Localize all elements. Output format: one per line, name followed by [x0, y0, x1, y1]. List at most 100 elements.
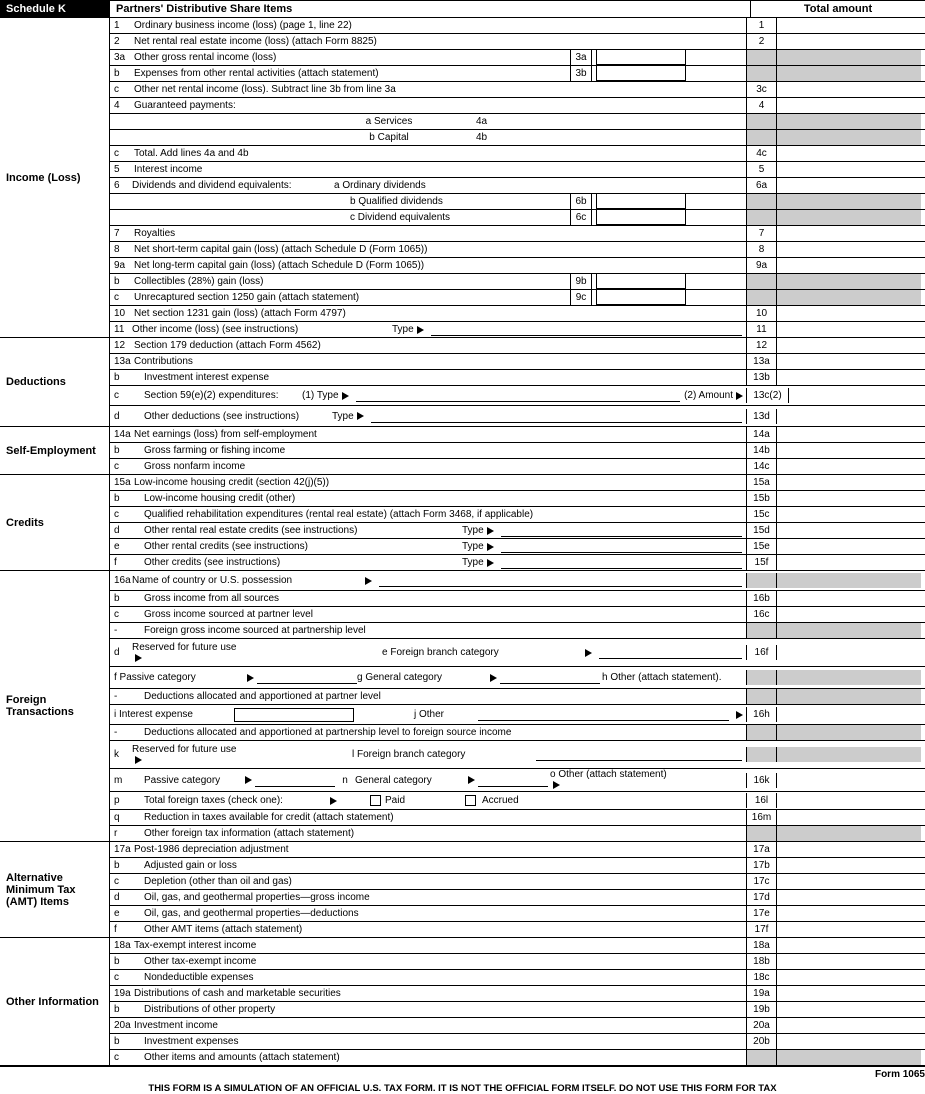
checkbox-paid[interactable] [370, 795, 381, 806]
amt-17b[interactable] [776, 858, 921, 873]
amt-4c[interactable] [776, 146, 921, 161]
mini-6b[interactable] [596, 194, 686, 209]
mini-9c[interactable] [596, 290, 686, 305]
r-4: 4 [746, 98, 776, 113]
amt-14b[interactable] [776, 443, 921, 458]
amt-17c[interactable] [776, 874, 921, 889]
n-16r: r [114, 828, 132, 839]
form-number: Form 1065 [0, 1067, 925, 1080]
d-17b: Adjusted gain or loss [132, 860, 746, 871]
m-4a: 4a [476, 116, 506, 127]
n-9c: c [114, 292, 132, 303]
amt-19b[interactable] [776, 1002, 921, 1017]
amt-20b[interactable] [776, 1034, 921, 1049]
fill-16e[interactable] [599, 646, 742, 659]
d-13d: Other deductions (see instructions) [132, 411, 332, 422]
schedule-badge: Schedule K [0, 1, 110, 17]
amt-14c[interactable] [776, 459, 921, 474]
d-16k: Reserved for future use [132, 744, 237, 755]
type-15f: Type [462, 557, 484, 568]
amt-17a[interactable] [776, 842, 921, 857]
amt-16b[interactable] [776, 591, 921, 606]
amt-15b[interactable] [776, 491, 921, 506]
type-11: Type [392, 324, 414, 335]
amt-1[interactable] [776, 18, 921, 33]
n-16d: d [114, 647, 132, 658]
amt-16f[interactable] [776, 645, 921, 660]
amt-16h[interactable] [776, 707, 921, 722]
n-16k: k [114, 749, 132, 760]
r-16m: 16m [746, 810, 776, 825]
r-18a: 18a [746, 938, 776, 953]
n-16c: c [114, 609, 132, 620]
fill-16a[interactable] [379, 574, 742, 587]
fill-15e[interactable] [501, 540, 742, 553]
d-17a: Post-1986 depreciation adjustment [132, 844, 746, 855]
amt-15f[interactable] [776, 555, 921, 570]
fill-15f[interactable] [501, 556, 742, 569]
fill-16m[interactable] [255, 774, 335, 787]
fill-13d[interactable] [371, 410, 742, 423]
amt-20a[interactable] [776, 1018, 921, 1033]
fill-11[interactable] [431, 323, 742, 336]
mini-6c[interactable] [596, 210, 686, 225]
amt-16c[interactable] [776, 607, 921, 622]
amt-17f[interactable] [776, 922, 921, 937]
amt-10[interactable] [776, 306, 921, 321]
amt-11[interactable] [776, 322, 921, 337]
l-16k: l Foreign branch category [352, 749, 532, 760]
arrow-icon [736, 392, 743, 400]
d-4b: b Capital [132, 132, 476, 143]
amt-15c[interactable] [776, 507, 921, 522]
amt-13b[interactable] [776, 370, 921, 385]
amt-17d[interactable] [776, 890, 921, 905]
amt-13c[interactable] [788, 388, 921, 403]
h-16f: h Other (attach statement). [600, 672, 746, 683]
amt-18b[interactable] [776, 954, 921, 969]
amt-19a[interactable] [776, 986, 921, 1001]
amt-16l[interactable] [776, 793, 921, 808]
amt-15a[interactable] [776, 475, 921, 490]
mini-3b[interactable] [596, 66, 686, 81]
mini-9b[interactable] [596, 274, 686, 289]
amt-2[interactable] [776, 34, 921, 49]
fill-15d[interactable] [501, 524, 742, 537]
amt-9a[interactable] [776, 258, 921, 273]
checkbox-accrued[interactable] [465, 795, 476, 806]
amt-18a[interactable] [776, 938, 921, 953]
amt-15e[interactable] [776, 539, 921, 554]
n-15d: d [114, 525, 132, 536]
label-self: Self-Employment [0, 427, 110, 474]
amt-8[interactable] [776, 242, 921, 257]
fill-16i[interactable] [234, 708, 354, 722]
amt-17e[interactable] [776, 906, 921, 921]
amt-4[interactable] [776, 98, 921, 113]
n-17d: d [114, 892, 132, 903]
n-15a: 15a [114, 477, 132, 488]
fill-16n[interactable] [478, 774, 548, 787]
fill-16j[interactable] [478, 708, 729, 721]
section-other: Other Information 18aTax-exempt interest… [0, 938, 925, 1065]
amt-16m[interactable] [776, 810, 921, 825]
amt-6a[interactable] [776, 178, 921, 193]
fill-16l[interactable] [536, 748, 742, 761]
n-16-1: - [114, 625, 132, 636]
amt-16k[interactable] [776, 773, 921, 788]
amt-13a[interactable] [776, 354, 921, 369]
amt-5[interactable] [776, 162, 921, 177]
amt-7[interactable] [776, 226, 921, 241]
fill-13c[interactable] [356, 389, 681, 402]
amt-12[interactable] [776, 338, 921, 353]
fill-16g[interactable] [500, 671, 600, 684]
r-8: 8 [746, 242, 776, 257]
amt-3c[interactable] [776, 82, 921, 97]
mini-3a[interactable] [596, 50, 686, 65]
amt-14a[interactable] [776, 427, 921, 442]
amt-13d[interactable] [776, 409, 921, 424]
fill-16f[interactable] [257, 671, 357, 684]
n-17f: f [114, 924, 132, 935]
amt-15d[interactable] [776, 523, 921, 538]
amt-18c[interactable] [776, 970, 921, 985]
m-6c: 6c [570, 210, 592, 225]
n-18b: b [114, 956, 132, 967]
